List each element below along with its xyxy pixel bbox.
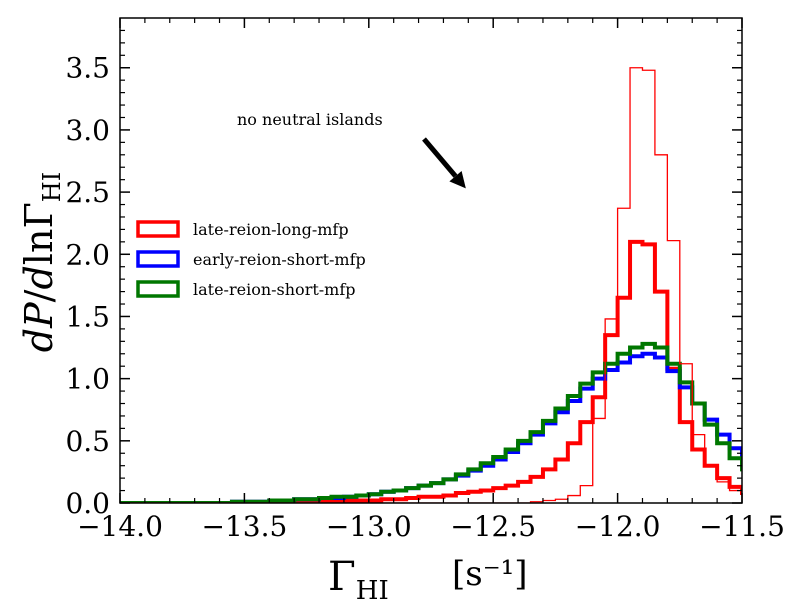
y-tick-label: 2.5 [65, 176, 110, 209]
legend-label-late-reion-long-mfp: late-reion-long-mfp [193, 220, 349, 239]
ticks-layer: −14.0 −13.5 −13.0 −12.5 −12.0 −11.5 0.0 0.5 1.0 1… [65, 18, 785, 543]
annotation-arrow-head [449, 170, 466, 189]
annotation-arrow-line [422, 137, 458, 178]
series-line-early-reion-short-mfp [120, 351, 742, 503]
x-tick-label: −11.5 [699, 510, 785, 543]
legend-label-late-reion-short-mfp: late-reion-short-mfp [193, 280, 356, 299]
series-line-late-reion-long-mfp [120, 239, 742, 503]
svg-text:ΓHI: ΓHI [328, 554, 389, 600]
series-line-no-neutral-islands [120, 67, 742, 503]
legend: late-reion-long-mfp early-reion-short-mf… [136, 220, 366, 299]
legend-swatch-late-reion-short-mfp [136, 280, 180, 298]
x-axis-unit: [s⁻¹] [452, 554, 528, 594]
y-tick-label: 3.5 [65, 52, 110, 85]
plot-frame [119, 17, 743, 504]
x-tick-label: −14.0 [77, 510, 163, 543]
annotation: no neutral islands [237, 110, 466, 189]
legend-swatch-late-reion-long-mfp [136, 220, 180, 238]
x-axis-label: ΓHI [s⁻¹] [328, 554, 528, 600]
y-tick-label: 1.5 [65, 300, 110, 333]
x-tick-label: −13.5 [201, 510, 287, 543]
y-tick-label: 2.0 [65, 238, 110, 271]
y-tick-label: 0.5 [65, 425, 110, 458]
svg-text:dP/dlnΓHI: dP/dlnΓHI [17, 172, 66, 352]
x-tick-label: −12.5 [450, 510, 536, 543]
y-tick-label: 1.0 [65, 363, 110, 396]
x-tick-label: −13.0 [326, 510, 412, 543]
legend-label-early-reion-short-mfp: early-reion-short-mfp [193, 250, 366, 269]
y-tick-label: 0.0 [65, 487, 110, 520]
y-tick-label: 3.0 [65, 114, 110, 147]
series-line-late-reion-short-mfp [120, 341, 742, 503]
x-tick-label: −12.0 [575, 510, 661, 543]
y-axis-label: dP/dlnΓHI [17, 172, 66, 352]
annotation-text: no neutral islands [237, 110, 383, 129]
legend-swatch-early-reion-short-mfp [136, 250, 180, 268]
